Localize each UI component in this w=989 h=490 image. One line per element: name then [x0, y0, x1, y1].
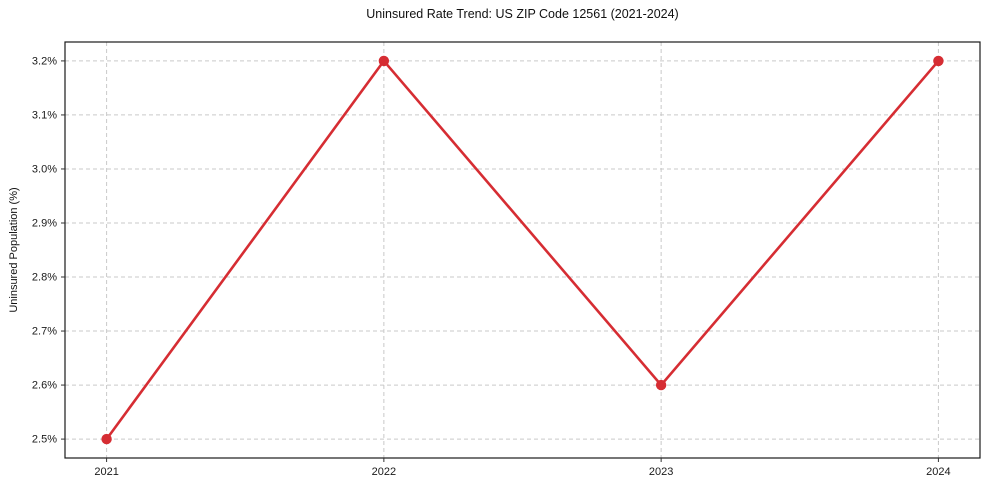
data-point: [101, 433, 112, 445]
x-tick-label: 2021: [94, 466, 118, 478]
data-point: [378, 55, 390, 67]
trend-line: [105, 59, 940, 441]
y-tick-label: 2.8%: [32, 272, 57, 284]
plot-border: [64, 41, 981, 459]
chart-title: Uninsured Rate Trend: US ZIP Code 12561 …: [366, 7, 679, 21]
data-point: [933, 55, 944, 67]
y-tick-label: 2.7%: [32, 326, 57, 338]
y-tick-label: 2.6%: [32, 380, 57, 392]
y-tick-label: 2.9%: [32, 218, 57, 230]
x-tick-label: 2022: [372, 466, 396, 478]
x-tick-label: 2024: [926, 466, 950, 478]
y-tick-label: 3.2%: [32, 55, 57, 67]
y-tick-label: 2.5%: [32, 434, 57, 446]
y-tick-label: 3.0%: [32, 163, 57, 175]
y-tick-label: 3.1%: [32, 109, 57, 121]
x-tick-label: 2023: [649, 466, 673, 478]
data-point: [655, 379, 667, 391]
